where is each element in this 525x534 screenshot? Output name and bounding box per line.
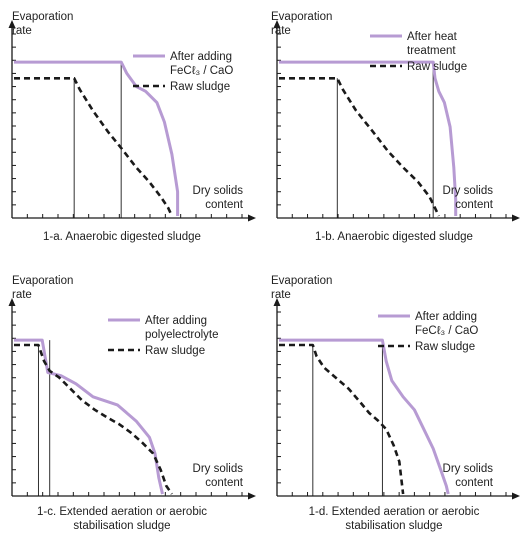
y-axis-arrow	[273, 20, 281, 28]
legend-label-raw: Raw sludge	[415, 341, 475, 353]
x-axis-label: Dry solids	[443, 463, 494, 475]
y-axis-arrow	[8, 20, 16, 28]
chart-panel-4: Evaporation rate Dry solids content 1-d. Ext…	[271, 275, 520, 532]
series-line-raw	[279, 77, 440, 217]
x-axis-label: content	[205, 199, 244, 211]
chart-caption: stabilisation sludge	[345, 520, 442, 532]
y-axis-arrow	[8, 298, 16, 306]
legend: After heat treatment Raw sludge	[370, 31, 467, 73]
legend-label-after: After adding	[415, 311, 477, 323]
x-axis-arrow	[512, 492, 520, 500]
series-line-after	[14, 60, 180, 216]
chart-caption: 1-b. Anaerobic digested sludge	[315, 231, 473, 243]
legend-label-after: After adding	[170, 51, 232, 63]
x-axis-arrow	[512, 214, 520, 222]
legend-label-after: polyelectrolyte	[145, 329, 219, 341]
x-axis-label: content	[455, 477, 494, 489]
x-axis-label: content	[205, 477, 244, 489]
series-line-raw	[14, 343, 173, 495]
x-axis-label: Dry solids	[193, 463, 244, 475]
series-line-raw	[14, 77, 174, 217]
y-axis-label: rate	[12, 25, 32, 37]
legend-label-after: treatment	[407, 45, 456, 57]
legend: After adding FeCℓ₃ / CaO Raw sludge	[133, 51, 233, 93]
chart-panel-3: Evaporation rate Dry solids content 1-c. Ext…	[8, 275, 256, 532]
legend-label-raw: Raw sludge	[170, 81, 230, 93]
series-line-after	[14, 338, 164, 495]
y-axis-label: rate	[12, 289, 32, 301]
chart-caption: 1-d. Extended aeration or aerobic	[309, 506, 480, 518]
chart-panel-2: Evaporation rate Dry solids content 1-b. Ana…	[271, 11, 520, 243]
y-axis-label: rate	[271, 25, 291, 37]
legend-label-after: After heat	[407, 31, 458, 43]
y-axis-arrow	[273, 298, 281, 306]
legend-label-after: After adding	[145, 315, 207, 327]
x-axis-arrow	[248, 214, 256, 222]
legend: After adding polyelectrolyte Raw sludge	[108, 315, 219, 357]
legend: After adding FeCℓ₃ / CaO Raw sludge	[378, 311, 478, 353]
x-axis-label: Dry solids	[193, 185, 244, 197]
y-axis-label: Evaporation	[271, 275, 332, 287]
x-axis-label: content	[455, 199, 494, 211]
series-line-raw	[279, 343, 405, 495]
chart-caption: 1-c. Extended aeration or aerobic	[37, 506, 207, 518]
legend-label-after: FeCℓ₃ / CaO	[170, 65, 233, 77]
y-axis-label: Evaporation	[12, 275, 73, 287]
chart-panel-1: Evaporation rate Dry solids content 1-a. Ana…	[8, 11, 256, 243]
x-axis-arrow	[248, 492, 256, 500]
legend-label-raw: Raw sludge	[145, 345, 205, 357]
y-axis-label: Evaporation	[12, 11, 73, 23]
chart-caption: 1-a. Anaerobic digested sludge	[43, 231, 201, 243]
series-line-after	[279, 338, 450, 495]
y-axis-label: rate	[271, 289, 291, 301]
series-line-after	[279, 60, 458, 216]
chart-caption: stabilisation sludge	[73, 520, 170, 532]
y-axis-label: Evaporation	[271, 11, 332, 23]
legend-label-after: FeCℓ₃ / CaO	[415, 325, 478, 337]
legend-label-raw: Raw sludge	[407, 61, 467, 73]
x-axis-label: Dry solids	[443, 185, 494, 197]
